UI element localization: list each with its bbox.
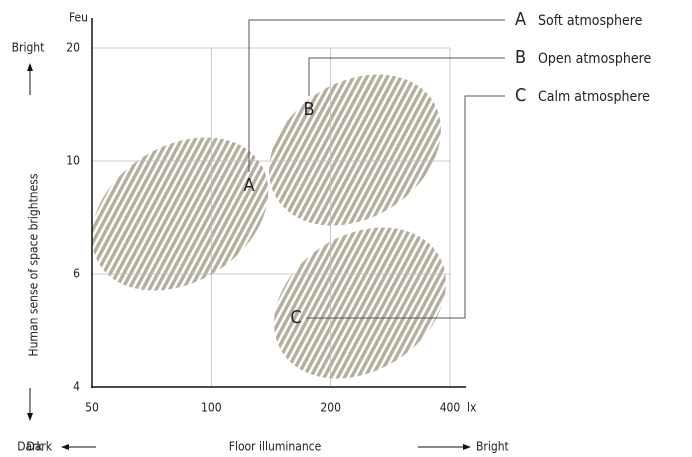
y-unit: Feu: [69, 11, 88, 25]
legend-a-letter: A: [515, 9, 526, 30]
region-c-area: [274, 227, 446, 379]
regions: [91, 74, 446, 379]
region-a-label: A: [243, 175, 254, 196]
y-tick-label: 4: [73, 380, 80, 394]
leader-b: [308, 57, 505, 96]
y-tick-label: 10: [66, 154, 80, 168]
x-label: Floor illuminance: [229, 440, 322, 454]
x-left-label: Dark: [26, 440, 52, 454]
region-a-area: [91, 137, 269, 291]
legend-b-letter: B: [515, 47, 526, 68]
grid: [92, 47, 451, 387]
legend-c-name: Calm atmosphere: [538, 89, 650, 105]
x-right-label: Bright: [476, 440, 509, 454]
y-label: Human sense of space brightness: [27, 173, 41, 356]
x-tick-label: 200: [320, 401, 341, 415]
leader-c: [306, 95, 505, 319]
x-unit: lx: [467, 401, 477, 415]
x-tick-label: 100: [201, 401, 222, 415]
leader-a: [248, 19, 505, 172]
y-bottom-label: Dark: [17, 440, 43, 454]
region-b-area: [269, 74, 441, 226]
y-tick-label: 6: [73, 267, 80, 281]
legend-a-name: Soft atmosphere: [538, 13, 643, 29]
region-b-label: B: [303, 99, 314, 120]
legend-c-letter: C: [515, 85, 526, 106]
y-top-label: Bright: [12, 41, 45, 55]
x-tick-label: 50: [85, 401, 99, 415]
y-tick-label: 20: [66, 41, 80, 55]
x-tick-label: 400: [440, 401, 461, 415]
legend-b-name: Open atmosphere: [538, 51, 651, 67]
region-c-label: C: [290, 307, 301, 328]
